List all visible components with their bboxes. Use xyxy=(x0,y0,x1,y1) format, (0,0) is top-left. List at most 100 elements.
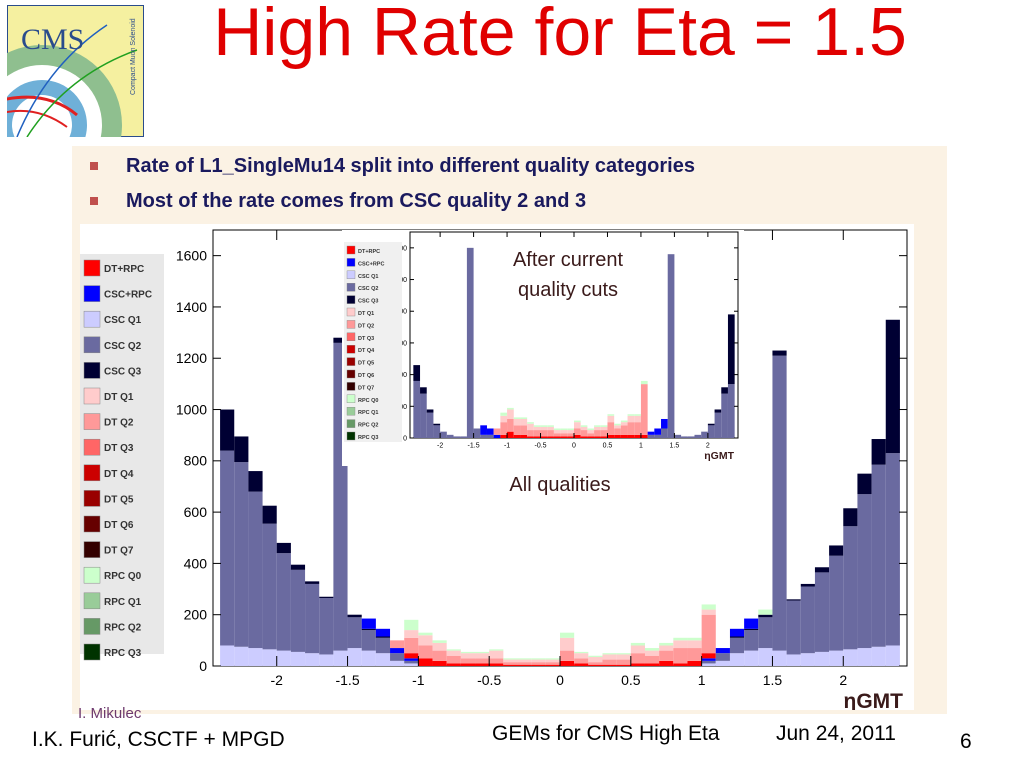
histogram-bar xyxy=(507,409,514,419)
histogram-bar xyxy=(540,430,548,437)
legend-label: DT Q3 xyxy=(104,443,134,454)
legend-swatch xyxy=(83,438,101,456)
legend-label: DT Q6 xyxy=(104,520,134,531)
histogram-bar xyxy=(574,428,581,435)
legend-swatch xyxy=(83,541,101,558)
inset-legend-swatch xyxy=(346,344,356,354)
legend-label: CSC Q2 xyxy=(104,341,142,352)
histogram-bar xyxy=(673,640,688,649)
histogram-bar xyxy=(567,428,574,431)
x-tick-label: -1 xyxy=(504,442,510,449)
histogram-bar xyxy=(600,425,608,427)
histogram-bar xyxy=(390,660,405,666)
histogram-bar xyxy=(640,384,648,435)
histogram-bar xyxy=(418,645,433,659)
x-tick-label: 1 xyxy=(698,672,706,688)
histogram-bar xyxy=(527,422,534,424)
histogram-bar xyxy=(560,433,568,437)
histogram-bar xyxy=(520,425,528,435)
histogram-bar xyxy=(319,596,334,599)
bullet-marker xyxy=(90,162,98,170)
histogram-bar xyxy=(567,430,574,434)
histogram-bar xyxy=(574,422,581,429)
histogram-bar xyxy=(600,436,608,438)
histogram-bar xyxy=(786,599,801,601)
histogram-bar xyxy=(361,650,376,666)
histogram-bar xyxy=(800,583,815,587)
histogram-bar xyxy=(531,664,546,666)
histogram-bar xyxy=(647,434,655,438)
histogram-bar xyxy=(361,630,376,651)
histogram-bar xyxy=(404,637,419,654)
x-tick-label: 1.5 xyxy=(763,672,783,688)
inset-legend-swatch xyxy=(346,419,356,428)
histogram-bar xyxy=(503,662,518,665)
histogram-bar xyxy=(560,637,575,651)
histogram-bar xyxy=(533,436,541,438)
histogram-bar xyxy=(520,418,528,426)
histogram-bar xyxy=(814,567,830,573)
histogram-bar xyxy=(857,648,872,666)
inset-legend-swatch xyxy=(346,394,356,404)
y-tick-label: 200 xyxy=(184,607,208,623)
histogram-bar xyxy=(701,614,716,654)
histogram-bar xyxy=(418,658,433,666)
histogram-bar xyxy=(644,648,660,651)
histogram-bar xyxy=(687,436,695,438)
y-tick-label: 0 xyxy=(403,435,407,442)
legend-label: RPC Q2 xyxy=(104,622,142,633)
histogram-bar xyxy=(500,415,508,423)
histogram-bar xyxy=(600,426,608,431)
x-tick-label: -2 xyxy=(271,672,284,688)
histogram-bar xyxy=(600,430,608,437)
histogram-bar xyxy=(234,646,249,666)
histogram-bar xyxy=(460,436,467,438)
legend-label: CSC Q3 xyxy=(104,366,142,377)
legend-swatch xyxy=(83,490,101,507)
legend-swatch xyxy=(83,618,101,635)
histogram-bar xyxy=(547,425,554,427)
inset-legend-label: DT Q2 xyxy=(358,323,374,329)
x-tick-label: 0.5 xyxy=(603,442,613,449)
histogram-bar xyxy=(375,637,391,654)
legend-swatch xyxy=(83,387,101,405)
inset-legend-label: DT Q7 xyxy=(358,385,374,391)
histogram-bar xyxy=(276,650,291,666)
histogram-bar xyxy=(545,659,560,663)
x-tick-label: 0 xyxy=(572,442,576,449)
histogram-bar xyxy=(627,414,635,416)
histogram-bar xyxy=(727,384,735,438)
histogram-bar xyxy=(527,423,534,431)
histogram-bar xyxy=(533,430,541,437)
histogram-bar xyxy=(574,653,589,659)
histogram-bar xyxy=(276,553,291,651)
histogram-bar xyxy=(614,425,621,429)
y-tick-label: 400 xyxy=(184,555,208,571)
histogram-bar xyxy=(729,653,745,666)
histogram-bar xyxy=(659,660,674,666)
bullet-text: Rate of L1_SingleMu14 split into differe… xyxy=(126,155,695,177)
inset-legend-swatch xyxy=(346,406,356,416)
histogram-bar xyxy=(531,659,546,663)
histogram-bar xyxy=(460,658,476,664)
histogram-bar xyxy=(659,642,674,646)
histogram-bar xyxy=(721,387,728,394)
inset-legend-label: RPC Q3 xyxy=(358,435,378,441)
histogram-bar xyxy=(587,428,595,431)
histogram-bar xyxy=(545,662,560,665)
histogram-bar xyxy=(673,637,688,641)
histogram-bar xyxy=(620,434,628,438)
histogram-bar xyxy=(500,434,508,438)
histogram-bar xyxy=(772,355,787,651)
histogram-bar xyxy=(814,572,830,652)
histogram-bar xyxy=(627,422,635,435)
legend-swatch xyxy=(83,643,101,661)
histogram-bar xyxy=(607,414,615,416)
histogram-bar xyxy=(507,407,514,410)
histogram-bar xyxy=(786,654,801,666)
inset-legend-label: CSC Q2 xyxy=(358,286,378,292)
histogram-bar xyxy=(234,462,249,647)
histogram-bar xyxy=(489,650,504,659)
legend-label: DT Q5 xyxy=(104,494,134,505)
histogram-bar xyxy=(616,654,631,660)
